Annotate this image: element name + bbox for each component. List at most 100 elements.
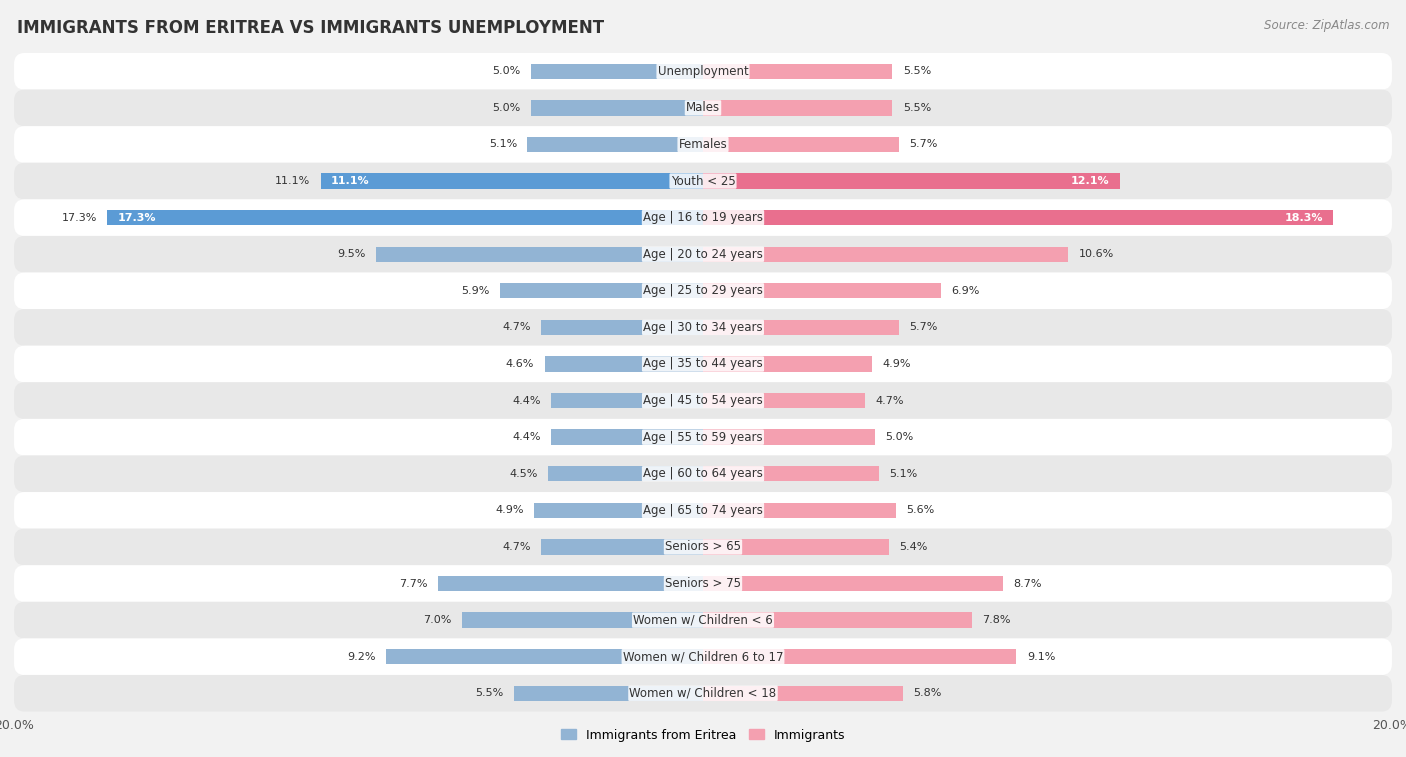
Text: Males: Males [686, 101, 720, 114]
Bar [548, 466, 703, 481]
Text: Women w/ Children 6 to 17: Women w/ Children 6 to 17 [623, 650, 783, 663]
Text: 4.4%: 4.4% [513, 396, 541, 406]
Text: 5.8%: 5.8% [912, 688, 942, 698]
FancyBboxPatch shape [14, 236, 1392, 273]
Text: Seniors > 65: Seniors > 65 [665, 540, 741, 553]
Bar [703, 612, 972, 628]
Bar [703, 649, 1017, 665]
Bar [527, 137, 703, 152]
Text: Women w/ Children < 6: Women w/ Children < 6 [633, 614, 773, 627]
Text: Females: Females [679, 138, 727, 151]
Bar [703, 466, 879, 481]
Bar [703, 539, 889, 555]
Bar [513, 686, 703, 701]
Text: Unemployment: Unemployment [658, 65, 748, 78]
Bar [551, 429, 703, 445]
Text: Age | 20 to 24 years: Age | 20 to 24 years [643, 248, 763, 260]
Bar [107, 210, 703, 226]
Text: 4.7%: 4.7% [502, 542, 531, 552]
Text: 5.0%: 5.0% [492, 103, 520, 113]
Text: 6.9%: 6.9% [950, 286, 980, 296]
Text: 4.5%: 4.5% [509, 469, 537, 478]
Bar [703, 283, 941, 298]
FancyBboxPatch shape [14, 419, 1392, 456]
Bar [703, 503, 896, 518]
Bar [703, 210, 1333, 226]
Bar [703, 393, 865, 408]
Bar [375, 247, 703, 262]
FancyBboxPatch shape [14, 126, 1392, 163]
Text: IMMIGRANTS FROM ERITREA VS IMMIGRANTS UNEMPLOYMENT: IMMIGRANTS FROM ERITREA VS IMMIGRANTS UN… [17, 19, 605, 37]
Text: 4.4%: 4.4% [513, 432, 541, 442]
Text: 5.5%: 5.5% [903, 103, 931, 113]
Bar [703, 173, 1119, 188]
FancyBboxPatch shape [14, 638, 1392, 675]
FancyBboxPatch shape [14, 89, 1392, 126]
Text: 18.3%: 18.3% [1285, 213, 1323, 223]
Text: 17.3%: 17.3% [117, 213, 156, 223]
Text: Age | 16 to 19 years: Age | 16 to 19 years [643, 211, 763, 224]
Text: Age | 30 to 34 years: Age | 30 to 34 years [643, 321, 763, 334]
Legend: Immigrants from Eritrea, Immigrants: Immigrants from Eritrea, Immigrants [561, 728, 845, 742]
Text: 4.6%: 4.6% [506, 359, 534, 369]
Text: Age | 25 to 29 years: Age | 25 to 29 years [643, 285, 763, 298]
FancyBboxPatch shape [14, 273, 1392, 309]
Text: Age | 65 to 74 years: Age | 65 to 74 years [643, 504, 763, 517]
FancyBboxPatch shape [14, 528, 1392, 565]
Text: 5.5%: 5.5% [903, 67, 931, 76]
Text: Source: ZipAtlas.com: Source: ZipAtlas.com [1264, 19, 1389, 32]
Text: 5.7%: 5.7% [910, 322, 938, 332]
Text: 5.0%: 5.0% [492, 67, 520, 76]
Text: 5.1%: 5.1% [889, 469, 917, 478]
Bar [387, 649, 703, 665]
Text: Age | 55 to 59 years: Age | 55 to 59 years [643, 431, 763, 444]
Text: 4.7%: 4.7% [502, 322, 531, 332]
Text: 7.0%: 7.0% [423, 615, 451, 625]
Text: 11.1%: 11.1% [276, 176, 311, 186]
Bar [531, 64, 703, 79]
Bar [321, 173, 703, 188]
Bar [534, 503, 703, 518]
Text: 4.9%: 4.9% [882, 359, 911, 369]
Text: 5.9%: 5.9% [461, 286, 489, 296]
FancyBboxPatch shape [14, 346, 1392, 382]
FancyBboxPatch shape [14, 53, 1392, 89]
Text: 12.1%: 12.1% [1071, 176, 1109, 186]
Bar [703, 64, 893, 79]
FancyBboxPatch shape [14, 163, 1392, 199]
Text: Age | 35 to 44 years: Age | 35 to 44 years [643, 357, 763, 370]
Text: 10.6%: 10.6% [1078, 249, 1114, 259]
Text: Youth < 25: Youth < 25 [671, 175, 735, 188]
Text: Age | 45 to 54 years: Age | 45 to 54 years [643, 394, 763, 407]
Bar [551, 393, 703, 408]
Text: Women w/ Children < 18: Women w/ Children < 18 [630, 687, 776, 699]
FancyBboxPatch shape [14, 602, 1392, 638]
Bar [541, 319, 703, 335]
FancyBboxPatch shape [14, 382, 1392, 419]
Bar [703, 429, 875, 445]
Bar [703, 247, 1069, 262]
Bar [541, 539, 703, 555]
Text: 5.5%: 5.5% [475, 688, 503, 698]
Text: 7.8%: 7.8% [981, 615, 1011, 625]
Text: 9.1%: 9.1% [1026, 652, 1054, 662]
Text: Seniors > 75: Seniors > 75 [665, 577, 741, 590]
Bar [703, 357, 872, 372]
Bar [703, 576, 1002, 591]
Text: 5.0%: 5.0% [886, 432, 914, 442]
Text: 5.6%: 5.6% [907, 506, 935, 516]
Bar [703, 686, 903, 701]
FancyBboxPatch shape [14, 456, 1392, 492]
Text: 5.4%: 5.4% [900, 542, 928, 552]
Text: 5.7%: 5.7% [910, 139, 938, 149]
Text: 11.1%: 11.1% [330, 176, 370, 186]
Text: 9.5%: 9.5% [337, 249, 366, 259]
FancyBboxPatch shape [14, 565, 1392, 602]
FancyBboxPatch shape [14, 492, 1392, 528]
Bar [437, 576, 703, 591]
Bar [703, 319, 900, 335]
Bar [461, 612, 703, 628]
Text: 4.9%: 4.9% [495, 506, 524, 516]
Bar [499, 283, 703, 298]
Text: 8.7%: 8.7% [1012, 578, 1042, 588]
